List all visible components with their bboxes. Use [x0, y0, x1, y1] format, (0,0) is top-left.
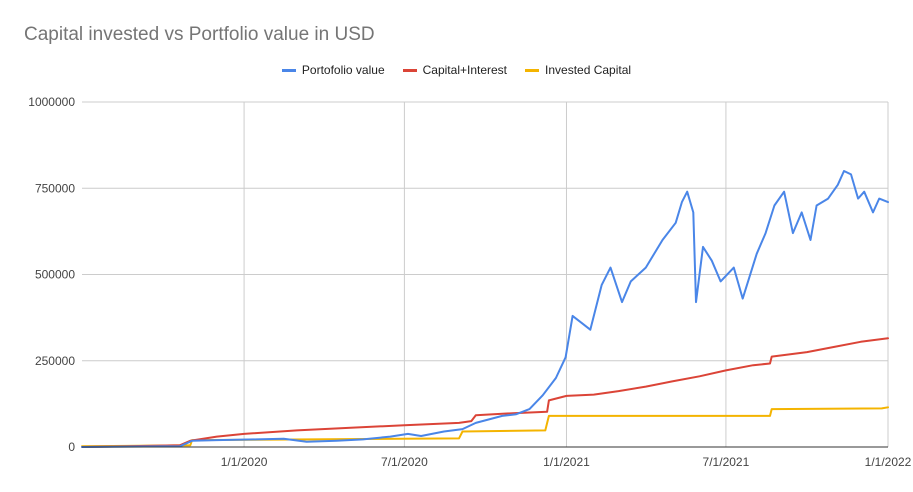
- y-tick-label: 250000: [35, 354, 75, 368]
- legend-swatch-capital-interest: [402, 68, 417, 72]
- series-line-portfolio: [81, 170, 889, 448]
- x-tick-label: 7/1/2020: [381, 455, 428, 469]
- x-tick-label: 7/1/2021: [703, 455, 750, 469]
- y-tick-label: 0: [68, 440, 75, 454]
- legend-item-invested-capital[interactable]: Invested Capital: [525, 63, 631, 77]
- legend-label-portfolio: Portofolio value: [301, 63, 385, 77]
- x-tick-label: 1/1/2020: [221, 455, 268, 469]
- chart-title: Capital invested vs Portfolio value in U…: [24, 24, 375, 45]
- grid-layer: [82, 101, 889, 447]
- legend-swatch-portfolio: [281, 68, 296, 72]
- y-tick-label: 1000000: [28, 95, 75, 109]
- x-tick-label: 1/1/2022: [865, 455, 912, 469]
- legend-item-capital-interest[interactable]: Capital+Interest: [402, 63, 508, 77]
- legend: Portofolio value Capital+Interest Invest…: [0, 63, 913, 77]
- series-layer: [81, 170, 889, 448]
- y-tick-label: 500000: [35, 268, 75, 282]
- axis-layer: 0 250000 500000 750000 1000000 1/1/2020 7/1/20…: [28, 95, 911, 469]
- legend-swatch-invested-capital: [525, 68, 540, 72]
- legend-label-capital-interest: Capital+Interest: [422, 63, 508, 77]
- series-line-capital-interest: [81, 337, 889, 448]
- x-tick-label: 1/1/2021: [543, 455, 590, 469]
- y-tick-label: 750000: [35, 181, 75, 195]
- legend-label-invested-capital: Invested Capital: [545, 63, 632, 77]
- legend-item-portfolio[interactable]: Portofolio value: [281, 63, 385, 77]
